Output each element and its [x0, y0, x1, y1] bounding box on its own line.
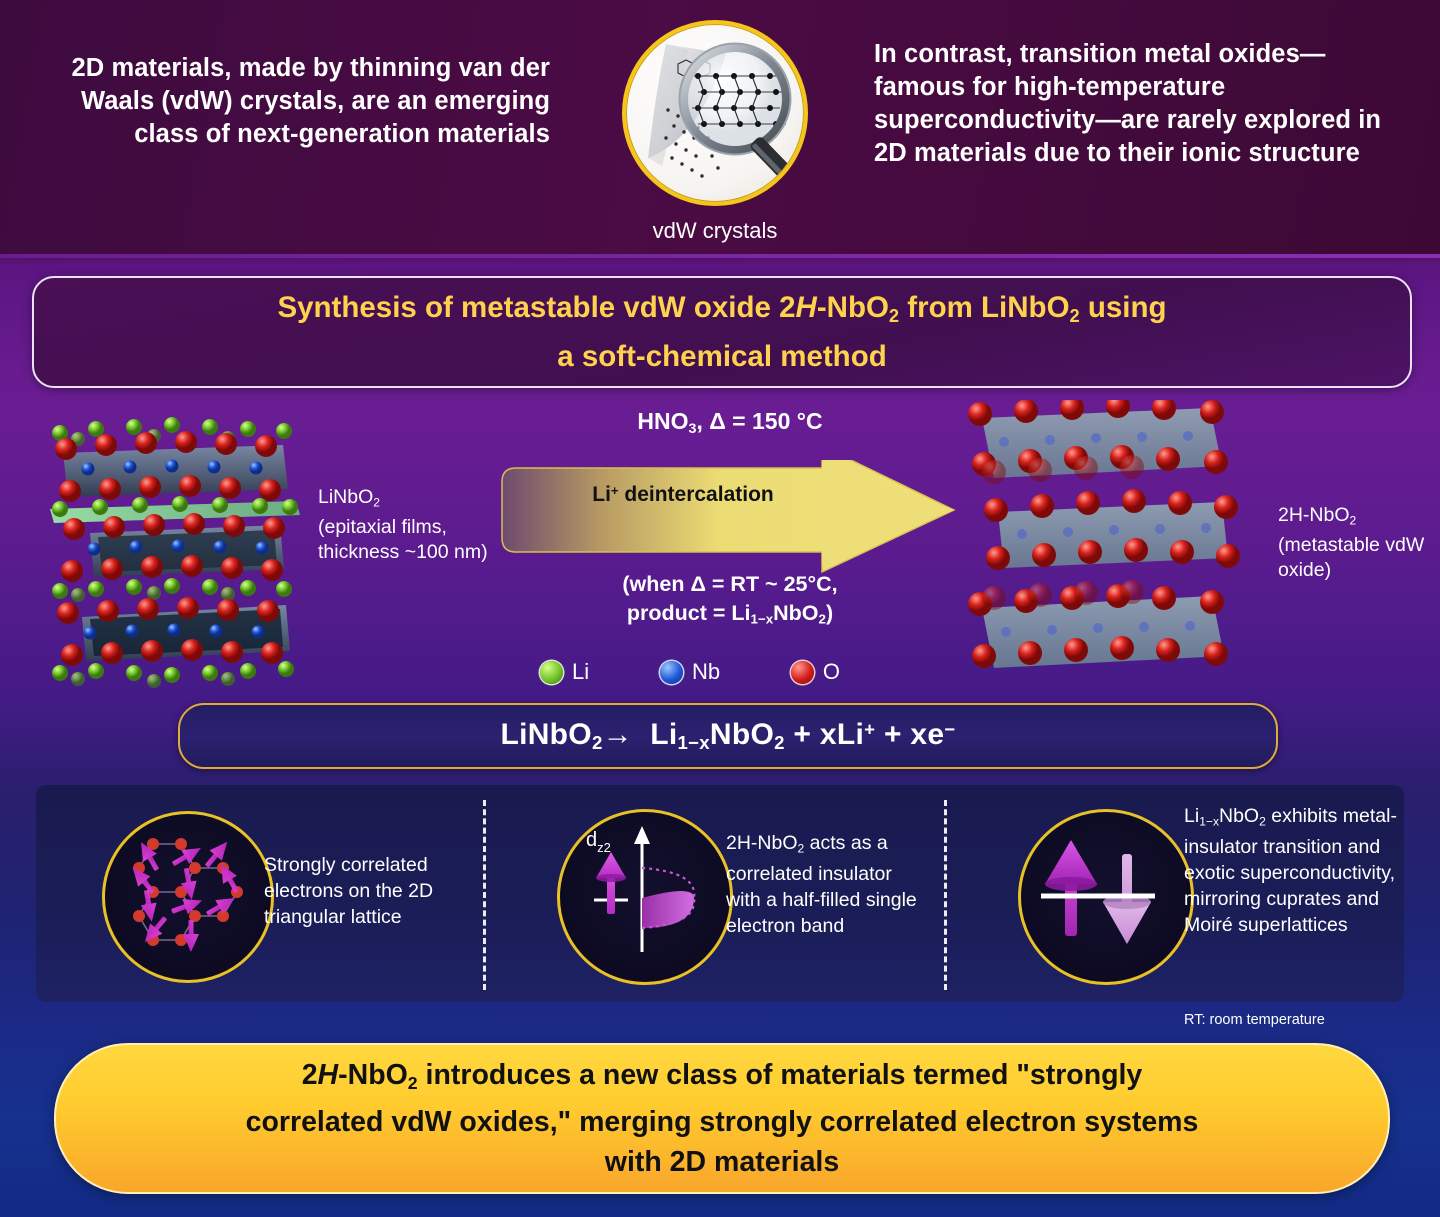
eq-rhs-sub1: 1−x [677, 732, 710, 754]
linbo2-crystal-structure [50, 417, 300, 688]
panel-2-circle: dz2 [557, 809, 733, 985]
concl-line3: with 2D materials [604, 1146, 840, 1179]
legend-item-o: O [790, 659, 840, 685]
left-label-detail: (epitaxial films, thickness ~100 nm) [318, 516, 488, 564]
legend-item-li: Li [540, 659, 589, 685]
atom-legend: Li Nb O [540, 655, 840, 689]
concl-italic-h: H [317, 1058, 339, 1091]
right-label-sub: 2 [1349, 513, 1357, 528]
panel-3-text: Li1−xNbO2 exhibits metal-insulator trans… [1184, 803, 1399, 938]
dz2-half-filled-band-icon: dz2 [586, 826, 696, 952]
title-line2: a soft-chemical method [557, 340, 887, 374]
left-label-formula: LiNbO [318, 486, 374, 508]
eq-lhs-sub: 2 [591, 732, 603, 754]
reagent-conditions: HNO3, Δ = 150 °C [500, 408, 960, 437]
arrow-label-sup: + [610, 483, 619, 499]
rt-note-product: product = Li [626, 601, 751, 625]
header-left-statement: 2D materials, made by thinning van der W… [71, 54, 550, 148]
concl-line2: correlated vdW oxides," merging strongly… [245, 1106, 1199, 1139]
header-band: 2D materials, made by thinning van der W… [0, 0, 1440, 258]
eq-rhs-xe: + xe [875, 717, 945, 751]
arrow-label: Li+ deintercalation [518, 483, 848, 507]
title-banner: Synthesis of metastable vdW oxide 2H-NbO… [32, 276, 1412, 388]
title-sub-2: 2 [1069, 305, 1080, 327]
eq-rhs-sup2: − [944, 718, 956, 740]
right-label-detail: (metastable vdW oxide) [1278, 534, 1425, 582]
panel-2-sub: 2 [797, 841, 805, 856]
orbital-label: dz2 [586, 829, 611, 855]
eq-lhs: LiNbO [500, 717, 592, 751]
title-sub-1: 2 [888, 305, 900, 327]
vdw-crystals-badge [622, 20, 808, 206]
rt-note-sub2: 2 [818, 611, 826, 627]
properties-panel-group: dz2 [36, 785, 1404, 1002]
panel-divider-1 [483, 800, 486, 990]
reaction-equation-text: LiNbO2→ Li1−xNbO2 + xLi+ + xe− [500, 718, 955, 754]
eq-rhs-li: Li [650, 717, 678, 751]
eq-rhs-sup1: + [864, 718, 876, 740]
vdw-crystals-caption: vdW crystals [652, 218, 778, 243]
panel-3-sub2: 2 [1259, 814, 1266, 829]
reaction-arrow [501, 460, 956, 574]
conclusion-banner: 2H-NbO2 introduces a new class of materi… [54, 1043, 1390, 1194]
panel-3-nbo: NbO [1219, 805, 1260, 827]
panel-divider-2 [944, 800, 947, 990]
magnifier-over-vdw-crystal-icon [648, 42, 802, 189]
title-line1-part-a: Synthesis of metastable vdW oxide 2 [277, 290, 796, 324]
legend-item-nb: Nb [659, 659, 721, 685]
panel-3-li: Li [1184, 805, 1200, 827]
reaction-equation-box: LiNbO2→ Li1−xNbO2 + xLi+ + xe− [178, 703, 1278, 769]
rt-note-close: ) [825, 601, 834, 625]
eq-arrow-glyph: → [602, 717, 633, 751]
left-label-sub: 2 [373, 495, 380, 510]
rt-note-line1: (when Δ = RT ~ 25°C, [622, 572, 838, 596]
reagent-sub: 3 [688, 420, 697, 437]
concl-line1-rest: introduces a new class of materials term… [417, 1058, 1143, 1091]
title-line1-part-d: using [1079, 290, 1167, 324]
arrow-label-li: Li [592, 483, 611, 506]
eq-rhs-sub2: 2 [774, 732, 785, 754]
legend-label-o: O [822, 659, 840, 684]
left-structure-label: LiNbO2 (epitaxial films, thickness ~100 … [318, 485, 498, 565]
triangular-lattice-spins-icon [132, 838, 243, 952]
title-line1-part-c: from LiNbO [899, 290, 1070, 324]
legend-label-li: Li [572, 659, 590, 684]
up-down-spin-arrows-icon [1041, 840, 1155, 944]
panel-2-text: 2H-NbO2 acts as a correlated insulator w… [726, 830, 926, 939]
nb-atom-sphere [659, 660, 683, 684]
panel-2-formula: 2H-NbO [726, 832, 798, 854]
concl-2: 2 [301, 1058, 318, 1091]
rt-note-nbo: NbO [773, 601, 819, 625]
arrow-label-rest: deintercalation [618, 483, 774, 506]
panel-3-rest: exhibits metal-insulator transition and … [1184, 805, 1397, 937]
panel-2-rest: acts as a correlated insulator with a ha… [726, 832, 917, 938]
header-right-statement: In contrast, transition metal oxides—fam… [874, 40, 1382, 167]
panel-3-circle [1018, 809, 1194, 985]
right-label-formula: 2H-NbO [1278, 504, 1350, 526]
title-line1-part-b: -NbO [816, 290, 889, 324]
right-structure-label: 2H-NbO2 (metastable vdW oxide) [1278, 503, 1438, 583]
conclusion-text: 2H-NbO2 introduces a new class of materi… [107, 1055, 1337, 1183]
o-atom-sphere [790, 660, 814, 684]
concl-sub: 2 [407, 1072, 418, 1093]
title-line1-italic-h: H [795, 290, 817, 324]
footnote-rt: RT: room temperature [1184, 1012, 1325, 1028]
legend-label-nb: Nb [691, 659, 721, 684]
eq-rhs-xli: + xLi [784, 717, 865, 751]
eq-rhs-nbo: NbO [709, 717, 775, 751]
rt-note-sub1: 1−x [750, 611, 774, 627]
concl-nbo: -NbO [338, 1058, 408, 1091]
room-temperature-note: (when Δ = RT ~ 25°C, product = Li1−xNbO2… [520, 570, 940, 634]
panel-1-circle [102, 811, 274, 983]
panel-1-text: Strongly correlated electrons on the 2D … [264, 854, 434, 928]
2h-nbo2-crystal-structure [968, 400, 1240, 668]
li-atom-sphere [540, 660, 563, 684]
title-text: Synthesis of metastable vdW oxide 2H-NbO… [122, 287, 1322, 377]
reagent-conditions-rest: , Δ = 150 °C [696, 408, 823, 434]
reagent-formula: HNO [637, 408, 689, 434]
panel-3-sub1: 1−x [1199, 814, 1219, 829]
